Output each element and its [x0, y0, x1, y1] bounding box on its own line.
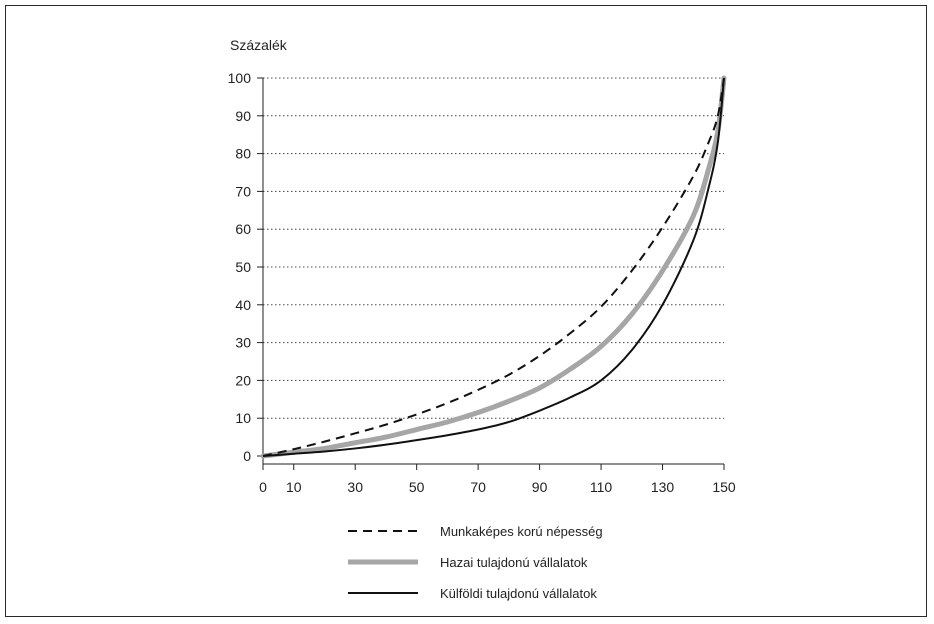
x-tick-label: 90 — [532, 479, 548, 495]
legend-label-2: Külföldi tulajdonú vállalatok — [440, 586, 597, 601]
y-tick-label: 80 — [235, 146, 251, 162]
series-line-2 — [262, 77, 725, 457]
y-tick-label: 50 — [235, 259, 251, 275]
legend: Munkaképes korú népesség Hazai tulajdonú … — [348, 524, 603, 601]
y-tick-label: 70 — [235, 183, 251, 199]
y-tick-label: 40 — [235, 297, 251, 313]
x-tick-label: 10 — [286, 479, 302, 495]
y-tick-label: 30 — [235, 335, 251, 351]
x-tick-label: 110 — [590, 479, 613, 495]
y-tick-label: 10 — [235, 410, 251, 426]
axes — [262, 78, 724, 465]
y-tick-label: 100 — [228, 70, 252, 86]
y-tick-label: 0 — [243, 448, 251, 464]
x-tick-label: 150 — [712, 479, 736, 495]
x-tick-label: 70 — [470, 479, 486, 495]
x-tick-label: 0 — [259, 479, 267, 495]
legend-label-0: Munkaképes korú népesség — [440, 524, 603, 539]
y-axis-label: Százalék — [230, 37, 288, 53]
y-tick-label: 20 — [235, 372, 251, 388]
x-tick-label: 50 — [409, 479, 425, 495]
gridlines — [263, 77, 724, 419]
y-tick-label: 90 — [235, 108, 251, 124]
chart-frame — [5, 5, 927, 617]
ticks: 0 10 20 30 40 50 60 70 80 90 100 0 10 30 50 70 90 110 130 1… — [228, 70, 736, 495]
x-tick-label: 130 — [651, 479, 675, 495]
y-tick-label: 60 — [235, 221, 251, 237]
series-line-0 — [262, 77, 725, 457]
legend-label-1: Hazai tulajdonú vállalatok — [440, 555, 588, 570]
x-tick-label: 30 — [347, 479, 363, 495]
series-line-1 — [260, 75, 727, 459]
series-lines — [260, 75, 727, 459]
